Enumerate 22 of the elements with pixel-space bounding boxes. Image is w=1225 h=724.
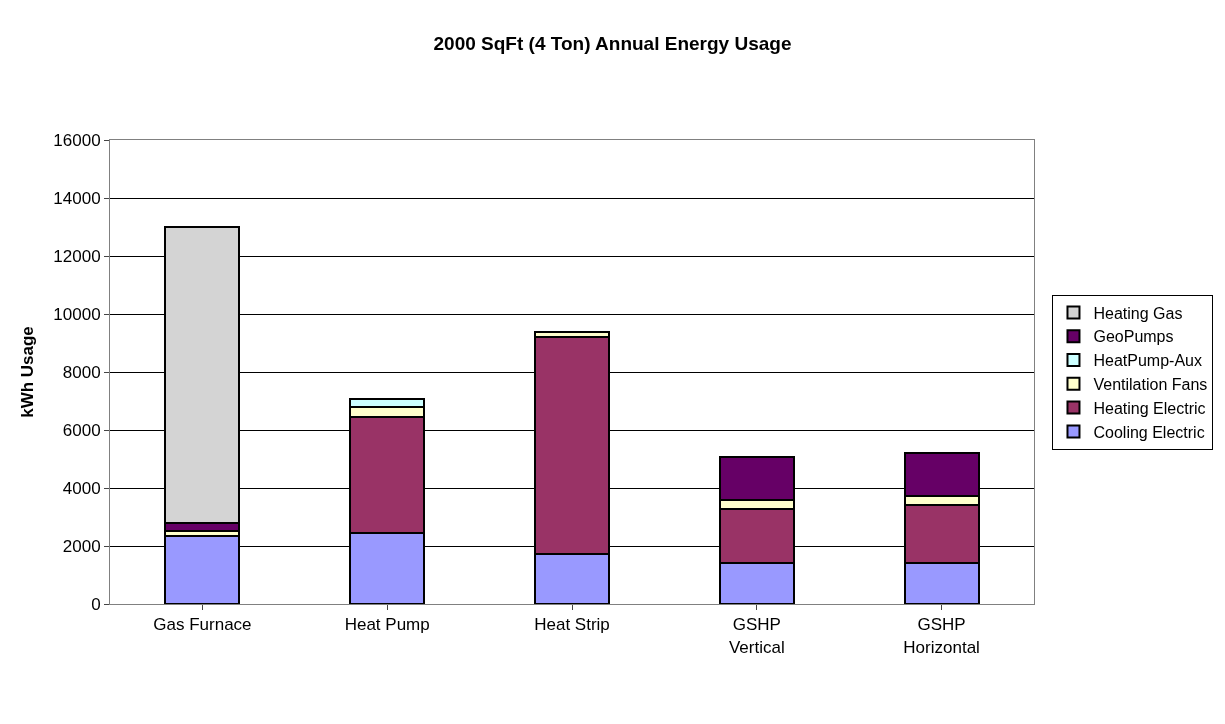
x-tick-label: Gas Furnace bbox=[153, 615, 252, 635]
y-tick-label: 4000 bbox=[62, 478, 101, 498]
legend-label: Ventilation Fans bbox=[1093, 376, 1208, 394]
x-tick-label: GSHP Vertical bbox=[728, 615, 785, 657]
y-tick-label: 16000 bbox=[53, 130, 101, 150]
y-axis-title: kWh Usage bbox=[17, 326, 37, 418]
legend-label: Heating Gas bbox=[1093, 304, 1183, 322]
y-tick-label: 12000 bbox=[53, 246, 101, 266]
y-tick-label: 10000 bbox=[53, 304, 101, 324]
legend-label: HeatPump-Aux bbox=[1093, 352, 1202, 370]
y-tick-label: 8000 bbox=[62, 362, 101, 382]
legend-label: Cooling Electric bbox=[1093, 423, 1205, 441]
legend-label: GeoPumps bbox=[1093, 328, 1174, 346]
x-tick-label: Heat Strip bbox=[534, 615, 610, 635]
chart-title: 2000 SqFt (4 Ton) Annual Energy Usage bbox=[433, 32, 792, 54]
legend-label: Heating Electric bbox=[1093, 399, 1206, 417]
y-tick-label: 2000 bbox=[62, 536, 101, 556]
y-tick-label: 6000 bbox=[62, 420, 101, 440]
y-tick-label: 14000 bbox=[53, 188, 101, 208]
x-tick-label: Heat Pump bbox=[344, 615, 430, 635]
x-tick-label: GSHP Horizontal bbox=[903, 615, 980, 657]
y-tick-label: 0 bbox=[91, 594, 101, 614]
